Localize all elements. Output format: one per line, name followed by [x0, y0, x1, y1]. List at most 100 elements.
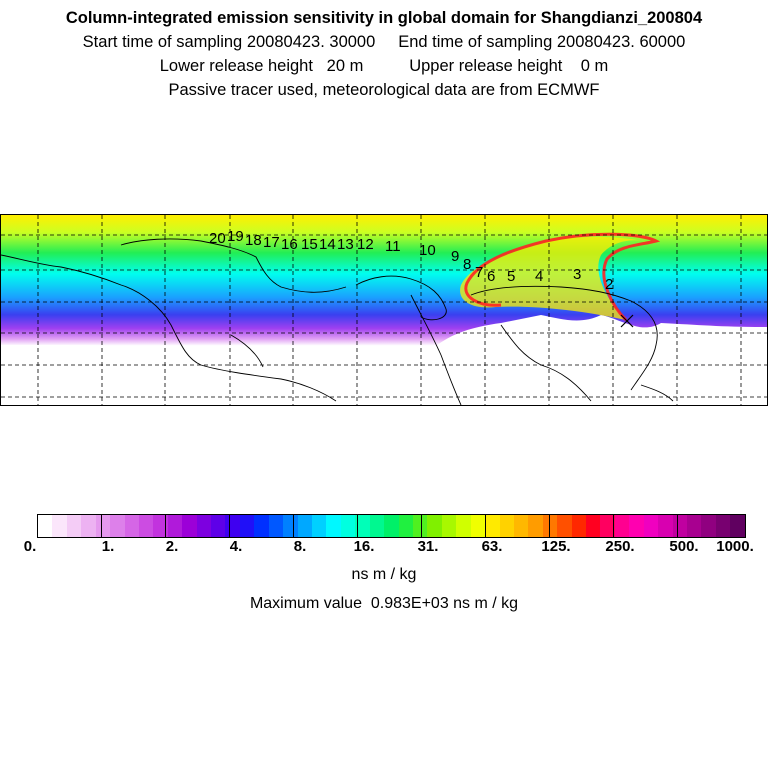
colorbar-tick-label: 0. [23, 538, 37, 555]
colorbar-swatch [586, 515, 601, 537]
colorbar-swatch [557, 515, 572, 537]
map-canvas: 20 19 18 17 16 15 14 13 12 11 10 9 8 7 6 5 4 3 2 [1, 215, 767, 405]
track-label: 8 [463, 256, 471, 273]
colorbar-tick-label: 250. [605, 538, 635, 555]
tracer-info-line: Passive tracer used, meteorological data… [168, 81, 600, 99]
colorbar-divider [677, 514, 678, 538]
colorbar-swatch [355, 515, 370, 537]
colorbar-tick-label: 31. [417, 538, 439, 555]
colorbar-divider [293, 514, 294, 538]
colorbar-tick-label: 63. [481, 538, 503, 555]
colorbar-swatch [153, 515, 168, 537]
colorbar-divider [549, 514, 550, 538]
track-label: 12 [357, 236, 374, 253]
track-label: 19 [227, 228, 244, 245]
colorbar-swatch [513, 515, 529, 537]
track-label: 16 [281, 236, 298, 253]
colorbar-divider [613, 514, 614, 538]
colorbar-swatch [239, 515, 255, 537]
track-label: 10 [419, 242, 436, 259]
colorbar-swatch [384, 515, 399, 537]
release-height-line: Lower release height 20 m Upper release … [159, 57, 609, 75]
colorbar-unit: ns m / kg [351, 566, 417, 583]
track-label: 18 [245, 232, 262, 249]
graticule [1, 215, 767, 405]
chart-title: Column-integrated emission sensitivity i… [65, 9, 703, 27]
colorbar-swatch [456, 515, 471, 537]
emission-sensitivity-map: 20 19 18 17 16 15 14 13 12 11 10 9 8 7 6 5 4 3 2 [0, 214, 768, 406]
track-label: 13 [337, 236, 354, 253]
colorbar-swatch [211, 515, 226, 537]
colorbar-swatch [182, 515, 197, 537]
plume-outer [460, 236, 651, 320]
colorbar-tick-label: 8. [293, 538, 307, 555]
sampling-time-line: Start time of sampling 20080423. 30000 E… [82, 33, 686, 51]
track-label: 14 [319, 236, 336, 253]
colorbar-divider [357, 514, 358, 538]
track-label: 7 [475, 264, 483, 281]
track-label: 3 [573, 266, 581, 283]
colorbar-swatch [254, 515, 269, 537]
colorbar-swatch [297, 515, 313, 537]
colorbar-tick-label: 1000. [716, 538, 754, 555]
colorbar-swatch [312, 515, 327, 537]
colorbar-swatch [138, 515, 154, 537]
track-label: 2 [605, 276, 613, 293]
colorbar-tick-label: 125. [541, 538, 571, 555]
colorbar-swatch [412, 515, 428, 537]
colorbar-swatch [571, 515, 587, 537]
track-label: 15 [301, 236, 318, 253]
colorbar-swatch [369, 515, 385, 537]
colorbar-swatch [614, 515, 630, 537]
colorbar-tick-label: 4. [229, 538, 243, 555]
colorbar-swatch [268, 515, 284, 537]
colorbar-swatch [52, 515, 67, 537]
colorbar-swatch [629, 515, 644, 537]
colorbar-swatch [470, 515, 486, 537]
track-label: 9 [451, 248, 459, 265]
colorbar-tick-label: 1. [101, 538, 115, 555]
colorbar-swatch [66, 515, 82, 537]
track-label: 4 [535, 268, 543, 285]
colorbar-swatch [715, 515, 731, 537]
colorbar-swatch [398, 515, 413, 537]
colorbar-swatch [196, 515, 212, 537]
track-label: 11 [385, 238, 401, 255]
colorbar-swatch [340, 515, 356, 537]
colorbar-swatch [643, 515, 659, 537]
track-label: 6 [487, 268, 495, 285]
colorbar-swatch [225, 515, 240, 537]
colorbar-divider [485, 514, 486, 538]
colorbar-divider [101, 514, 102, 538]
colorbar-divider [165, 514, 166, 538]
track-label: 17 [263, 234, 280, 251]
colorbar-swatch [701, 515, 716, 537]
track-labels: 20 19 18 17 16 15 14 13 12 11 10 9 8 7 6 5 4 3 2 [209, 228, 613, 293]
colorbar-divider [421, 514, 422, 538]
title-block: Column-integrated emission sensitivity i… [0, 6, 768, 102]
colorbar-swatch [528, 515, 543, 537]
colorbar-tick-labels: 0. 1. 2. 4. 8. 16. 31. 63. 125. 250. 500. 1000. [0, 538, 768, 560]
colorbar-swatch [600, 515, 615, 537]
colorbar-swatch [686, 515, 702, 537]
track-label: 5 [507, 268, 515, 285]
colorbar-swatch [283, 515, 298, 537]
colorbar-swatch [485, 515, 500, 537]
coastlines [1, 238, 674, 405]
colorbar-swatch [110, 515, 125, 537]
colorbar-swatch [730, 515, 745, 537]
track-label: 20 [209, 230, 226, 247]
colorbar [37, 514, 746, 538]
colorbar-swatch [124, 515, 139, 537]
colorbar-swatch [167, 515, 183, 537]
colorbar-swatch [658, 515, 673, 537]
colorbar-swatch [427, 515, 442, 537]
colorbar-swatch [81, 515, 96, 537]
colorbar-tick-label: 2. [165, 538, 179, 555]
colorbar-tick-label: 16. [353, 538, 375, 555]
colorbar-swatch [499, 515, 514, 537]
maximum-value-text: Maximum value 0.983E+03 ns m / kg [249, 595, 519, 612]
colorbar-swatch [441, 515, 457, 537]
colorbar-divider [229, 514, 230, 538]
colorbar-swatch [38, 515, 53, 537]
